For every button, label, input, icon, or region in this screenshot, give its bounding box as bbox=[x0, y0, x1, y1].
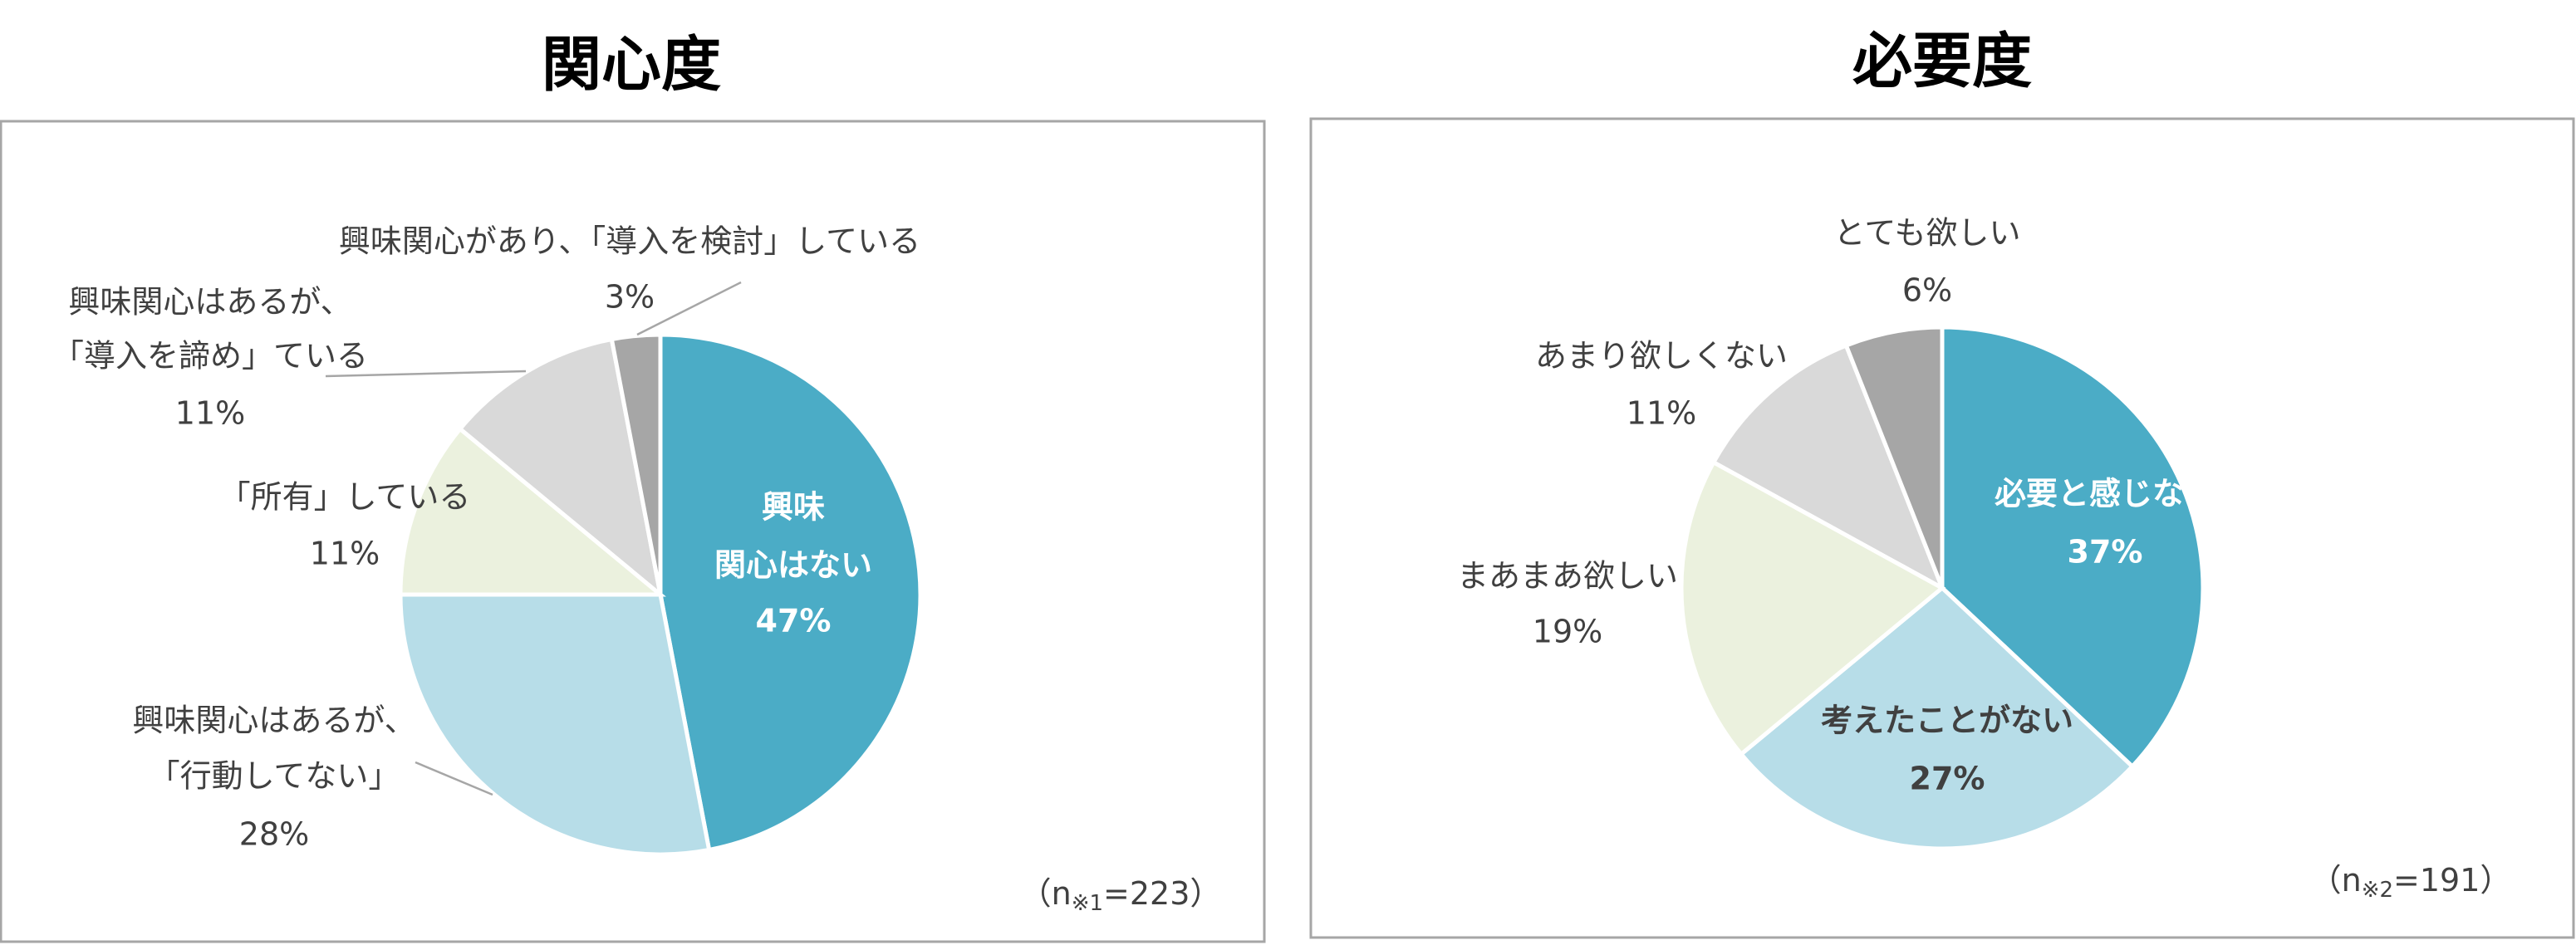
slice-label: とても欲しい bbox=[1834, 215, 2021, 252]
value-label: 11% bbox=[1627, 395, 1696, 432]
pie-slice bbox=[1679, 459, 1946, 757]
pie-slice bbox=[1843, 325, 1945, 589]
slice-label: 「行動してない」 bbox=[149, 758, 400, 795]
slice-label: 考えたことがない bbox=[1821, 703, 2073, 739]
slice-label: 「導入を諦め」ている bbox=[52, 338, 368, 375]
pie-slice bbox=[609, 332, 663, 595]
value-label: 3% bbox=[605, 279, 655, 316]
slice-label: 興味関心があり、「導入を検討」している bbox=[339, 223, 920, 260]
note-text: （n bbox=[2310, 862, 2362, 898]
pie-slice bbox=[1738, 585, 2136, 851]
note-text: ※2 bbox=[2362, 878, 2393, 903]
slice-label: 必要と感じない bbox=[1995, 476, 2215, 512]
chart-title: 関心度 bbox=[542, 30, 721, 100]
leader-line bbox=[415, 761, 493, 796]
slice-label: 興味関心はあるが、 bbox=[68, 284, 351, 321]
value-label: 47% bbox=[756, 603, 832, 639]
leader-line bbox=[325, 370, 527, 378]
sample-note: （n※1=223） bbox=[1020, 875, 1222, 916]
value-label: 6% bbox=[1902, 272, 1952, 309]
pie-slice bbox=[1940, 325, 2206, 770]
slice-label: 興味 bbox=[762, 489, 825, 526]
pie-slice bbox=[658, 332, 923, 853]
value-label: 28% bbox=[239, 816, 309, 853]
slice-label: 関心はない bbox=[714, 547, 872, 584]
sample-note: （n※2=191） bbox=[2310, 862, 2512, 903]
slice-label: あまり欲しくない bbox=[1535, 338, 1788, 375]
value-label: 19% bbox=[1533, 614, 1602, 650]
slice-label: 興味関心はあるが、 bbox=[132, 703, 415, 739]
slice-label: まあまあ欲しい bbox=[1457, 558, 1678, 595]
note-text: =191） bbox=[2393, 862, 2511, 898]
value-label: 27% bbox=[1910, 761, 1985, 797]
note-text: =223） bbox=[1103, 875, 1221, 912]
note-text: ※1 bbox=[1072, 891, 1103, 916]
value-label: 37% bbox=[2068, 534, 2143, 570]
pie-slice bbox=[457, 336, 664, 600]
pie-slice bbox=[1710, 342, 1946, 593]
pie-slice bbox=[398, 592, 712, 857]
chart-title: 必要度 bbox=[1852, 27, 2032, 96]
note-text: （n bbox=[1020, 875, 1072, 912]
pie-slice bbox=[398, 425, 666, 597]
value-label: 11% bbox=[175, 395, 245, 432]
leader-line bbox=[636, 281, 742, 336]
value-label: 11% bbox=[310, 536, 380, 572]
slice-label: 「所有」している bbox=[219, 479, 471, 516]
